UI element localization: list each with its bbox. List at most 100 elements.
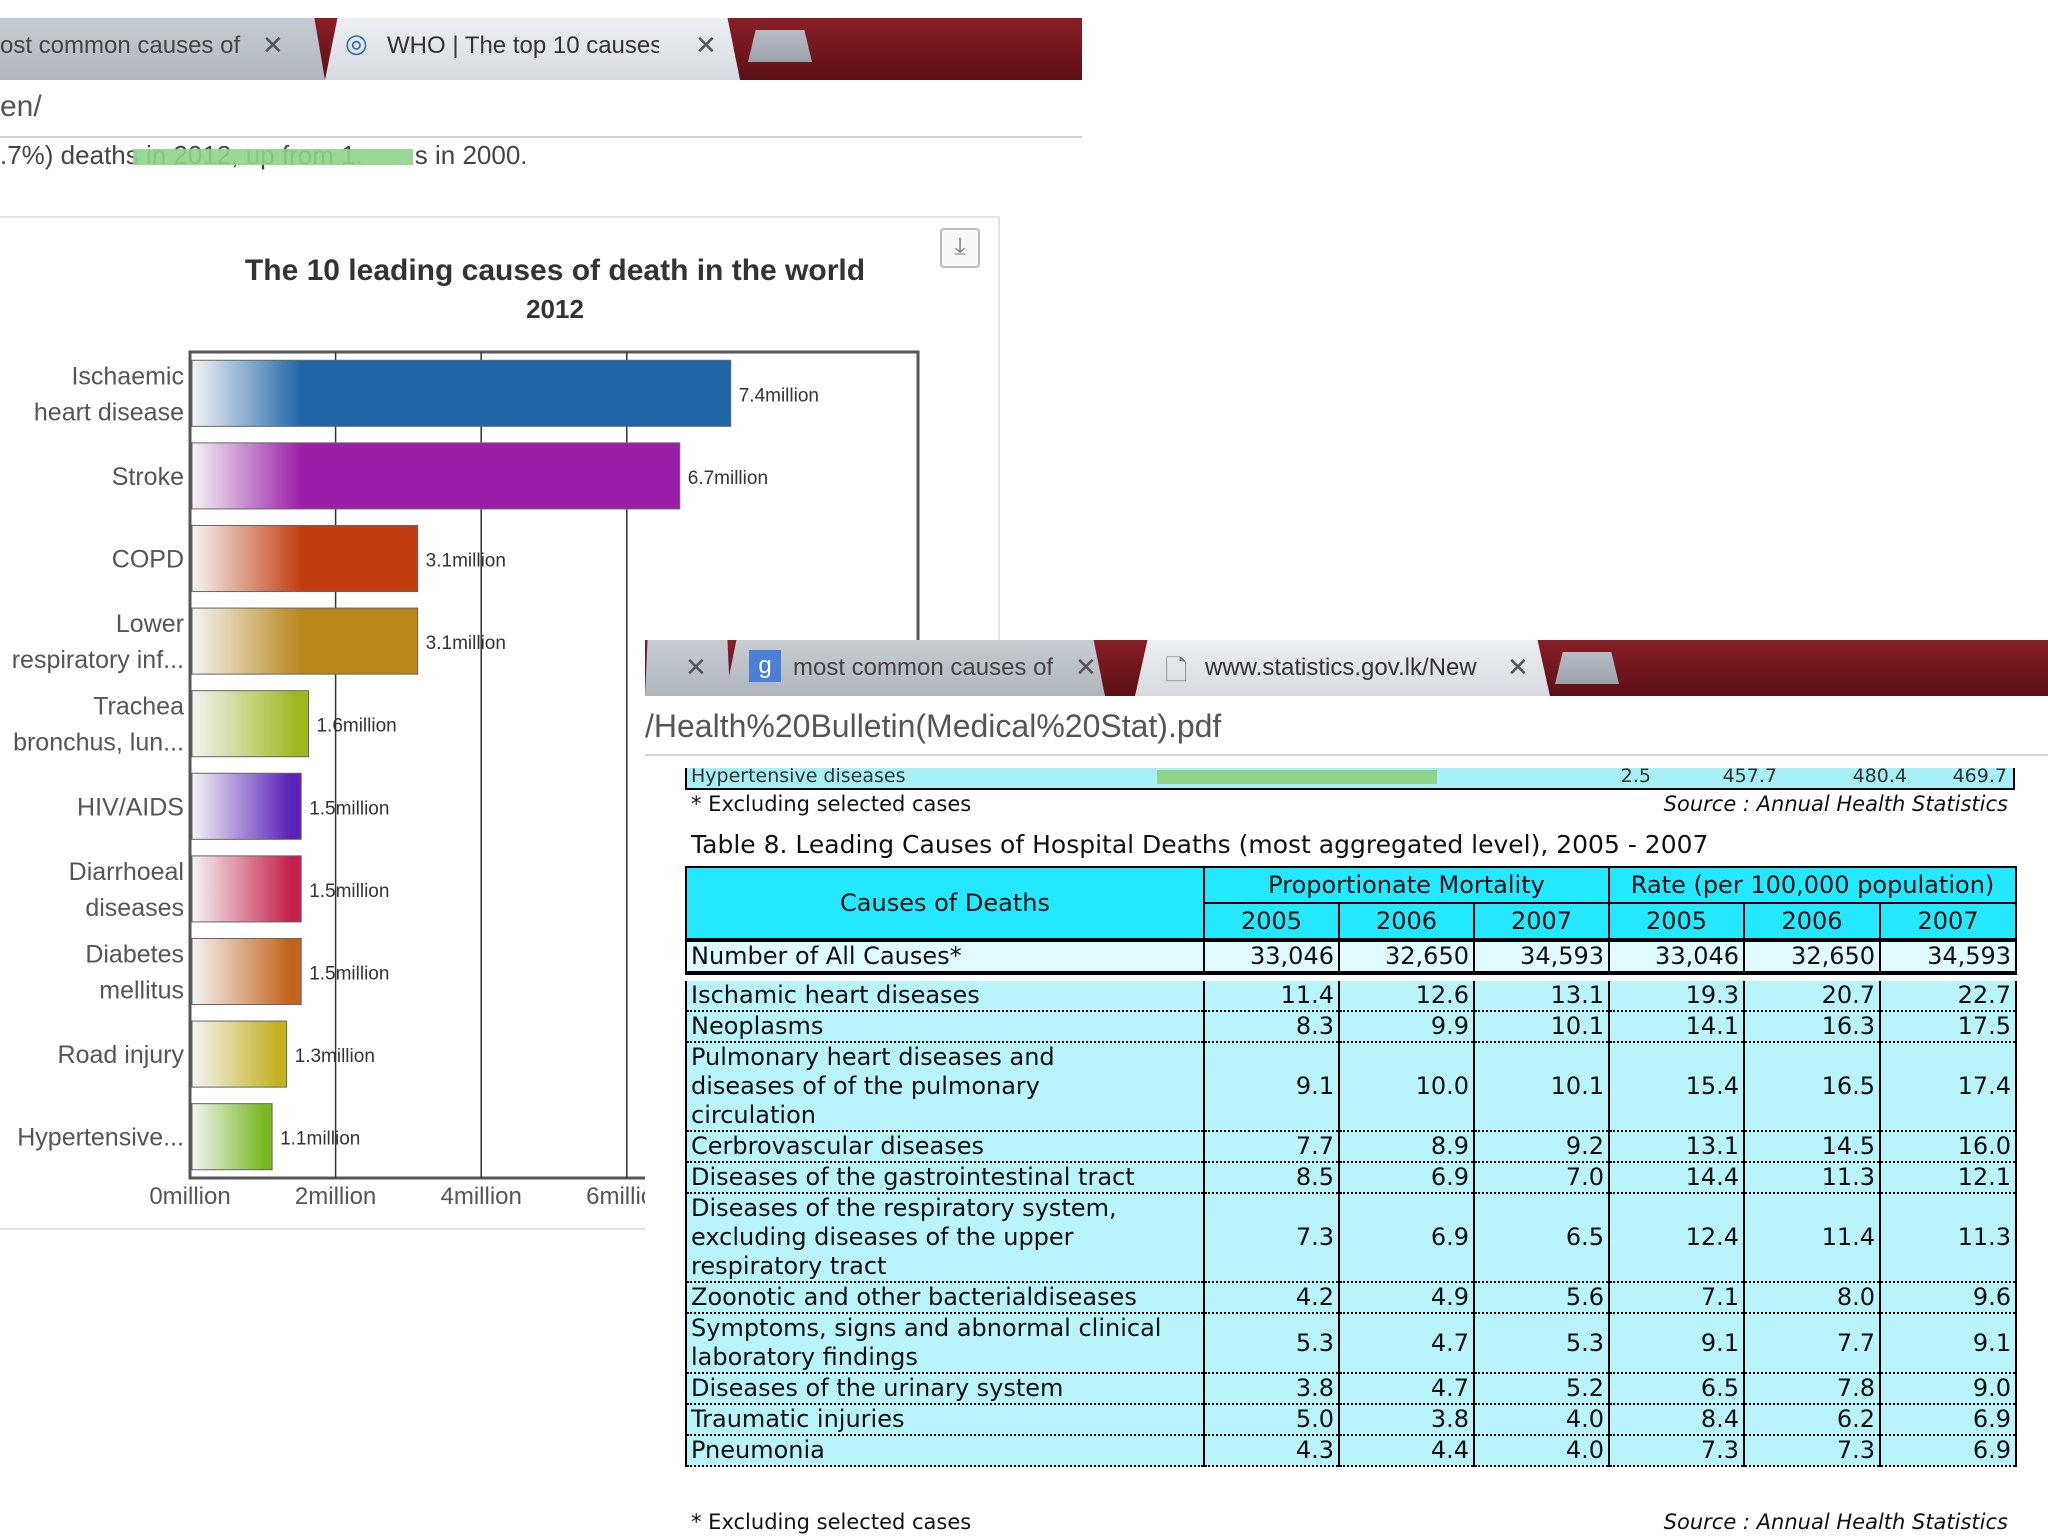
header-year: 2007 xyxy=(1879,902,2018,941)
tab-statistics-pdf[interactable]: 🗋 www.statistics.gov.lk/New ✕ xyxy=(1135,640,1550,696)
chart-title: The 10 leading causes of death in the wo… xyxy=(244,254,866,287)
new-tab-button[interactable] xyxy=(1555,652,1619,684)
value-cell: 12.4 xyxy=(1608,1193,1746,1283)
value-cell: 33,046 xyxy=(1203,938,1340,975)
cause-name: Neoplasms xyxy=(685,1011,1205,1043)
value-cell: 19.3 xyxy=(1608,981,1746,1012)
category-label: Trachea xyxy=(93,693,184,721)
download-icon[interactable]: ⤓ xyxy=(940,228,980,268)
tab-most-common-causes[interactable]: g most common causes of ✕ xyxy=(725,640,1105,696)
tab-bar: ost common causes of ✕ ◎ WHO | The top 1… xyxy=(0,0,1082,80)
footnote: * Excluding selected cases xyxy=(691,1510,972,1534)
category-label: heart disease xyxy=(34,398,184,426)
cause-name-line: Ischamic heart diseases xyxy=(691,981,980,1009)
cause-name-line: excluding diseases of the upper xyxy=(691,1223,1074,1251)
value-cell: 4.4 xyxy=(1338,1435,1475,1467)
tab-label: ost common causes of xyxy=(0,32,241,59)
value-cell: 9.9 xyxy=(1338,1011,1475,1043)
data-label: 6.7million xyxy=(688,468,768,489)
bar xyxy=(191,442,681,510)
header-year: 2006 xyxy=(1338,902,1475,941)
new-tab-button[interactable] xyxy=(748,30,812,62)
value-cell: 5.3 xyxy=(1203,1313,1340,1374)
header-year: 2006 xyxy=(1743,902,1882,941)
prev-row-value: 2.5 xyxy=(1620,765,1651,787)
table-row: Symptoms, signs and abnormal clinical lab… xyxy=(685,1313,2018,1374)
data-label: 1.5million xyxy=(309,964,389,985)
value-cell: 32,650 xyxy=(1338,938,1475,975)
address-bar[interactable]: /Health%20Bulletin(Medical%20Stat).pdf xyxy=(645,696,2048,756)
close-tab-icon[interactable]: ✕ xyxy=(1507,652,1529,682)
value-cell: 32,650 xyxy=(1743,938,1882,975)
chart-subtitle: 2012 xyxy=(526,294,584,324)
value-cell: 7.3 xyxy=(1743,1435,1882,1467)
close-tab-icon[interactable]: ✕ xyxy=(695,30,717,60)
value-cell: 7.7 xyxy=(1203,1131,1340,1163)
close-tab-icon[interactable]: ✕ xyxy=(262,30,284,60)
value-cell: 11.3 xyxy=(1743,1162,1882,1194)
data-label: 1.5million xyxy=(309,881,389,902)
cause-name-line: laboratory findings xyxy=(691,1343,918,1371)
value-cell: 4.7 xyxy=(1338,1313,1475,1374)
table-row: Cerbrovascular diseases 7.7 8.9 9.2 13.1 14.5… xyxy=(685,1131,2018,1163)
value-cell: 6.2 xyxy=(1743,1404,1882,1436)
cause-name: Diseases of the gastrointestinal tract xyxy=(685,1162,1205,1194)
source-note: Source : Annual Health Statistics xyxy=(1663,792,2008,816)
cause-name-line: Neoplasms xyxy=(691,1012,824,1040)
address-bar[interactable]: en/ xyxy=(0,80,1082,138)
table-caption: Table 8. Leading Causes of Hospital Deat… xyxy=(691,830,1709,859)
value-cell: 4.0 xyxy=(1472,1435,1611,1467)
value-cell: 4.0 xyxy=(1472,1404,1611,1436)
value-cell: 14.5 xyxy=(1743,1131,1882,1163)
tab-who-top-10[interactable]: ◎ WHO | The top 10 causes ✕ xyxy=(325,18,740,80)
category-label: Stroke xyxy=(112,463,184,491)
value-cell: 8.3 xyxy=(1203,1011,1340,1043)
close-tab-icon[interactable]: ✕ xyxy=(1075,652,1097,682)
category-label: HIV/AIDS xyxy=(77,793,184,821)
value-cell: 11.4 xyxy=(1743,1193,1882,1283)
bar xyxy=(191,607,419,675)
value-cell: 5.6 xyxy=(1472,1282,1611,1314)
tab-label: WHO | The top 10 causes xyxy=(387,32,659,59)
data-label: 7.4million xyxy=(739,385,819,406)
close-tab-icon[interactable]: ✕ xyxy=(685,652,707,682)
value-cell: 5.0 xyxy=(1203,1404,1340,1436)
bar xyxy=(191,855,302,923)
cause-name: Diseases of the urinary system xyxy=(685,1373,1205,1405)
table-row: Number of All Causes* 33,046 32,650 34,593 3… xyxy=(685,938,2018,975)
value-cell: 14.1 xyxy=(1608,1011,1746,1043)
value-cell: 12.6 xyxy=(1338,981,1475,1012)
cause-name-line: Diseases of the respiratory system, xyxy=(691,1194,1117,1222)
x-tick-label: 2million xyxy=(295,1183,376,1210)
data-label: 1.1million xyxy=(280,1129,360,1150)
source-note: Source : Annual Health Statistics xyxy=(1663,1510,2008,1534)
value-cell: 3.8 xyxy=(1338,1404,1475,1436)
category-label: mellitus xyxy=(99,977,184,1005)
cause-name: Ischamic heart diseases xyxy=(685,981,1205,1012)
value-cell: 17.5 xyxy=(1879,1011,2018,1043)
cause-name-line: circulation xyxy=(691,1101,816,1129)
tab-most-common-causes[interactable]: ost common causes of ✕ xyxy=(0,18,325,80)
value-cell: 8.0 xyxy=(1743,1282,1882,1314)
category-label: diseases xyxy=(85,894,184,922)
globe-icon: ◎ xyxy=(345,28,368,58)
tab-partial[interactable]: ✕ xyxy=(645,640,730,696)
value-cell: 9.1 xyxy=(1879,1313,2018,1374)
value-cell: 6.9 xyxy=(1338,1162,1475,1194)
value-cell: 15.4 xyxy=(1608,1042,1746,1132)
header-year: 2005 xyxy=(1203,902,1340,941)
cause-name: Symptoms, signs and abnormal clinical lab… xyxy=(685,1313,1205,1374)
value-cell: 10.0 xyxy=(1338,1042,1475,1132)
value-cell: 8.5 xyxy=(1203,1162,1340,1194)
table-row: Diseases of the respiratory system, exclu… xyxy=(685,1193,2018,1283)
data-label: 1.3million xyxy=(295,1046,375,1067)
cause-name-line: Diseases of the urinary system xyxy=(691,1374,1064,1402)
value-cell: 7.8 xyxy=(1743,1373,1882,1405)
bar xyxy=(191,359,732,427)
value-cell: 11.3 xyxy=(1879,1193,2018,1283)
cause-name-line: Pulmonary heart diseases and xyxy=(691,1043,1055,1071)
value-cell: 16.3 xyxy=(1743,1011,1882,1043)
value-cell: 8.9 xyxy=(1338,1131,1475,1163)
value-cell: 12.1 xyxy=(1879,1162,2018,1194)
value-cell: 6.9 xyxy=(1879,1404,2018,1436)
